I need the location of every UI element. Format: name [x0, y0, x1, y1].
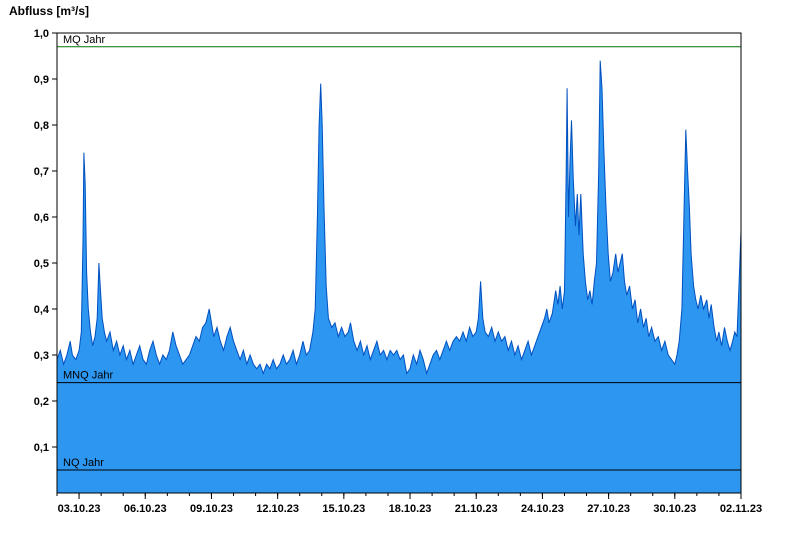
ref-label-nq-jahr: NQ Jahr — [63, 457, 104, 469]
y-tick-label: 1,0 — [34, 28, 49, 40]
x-tick-label: 09.10.23 — [190, 503, 233, 515]
y-tick-label: 0,6 — [34, 212, 49, 224]
x-tick-label: 24.10.23 — [521, 503, 564, 515]
discharge-area-fill — [57, 60, 741, 493]
x-tick-label: 12.10.23 — [256, 503, 299, 515]
x-tick-label: 27.10.23 — [587, 503, 630, 515]
x-tick-label: 03.10.23 — [58, 503, 101, 515]
x-tick-label: 15.10.23 — [322, 503, 365, 515]
y-axis-title: Abfluss [m³/s] — [9, 4, 90, 18]
y-tick-label: 0,8 — [34, 120, 49, 132]
x-tick-label: 06.10.23 — [124, 503, 167, 515]
y-tick-label: 0,4 — [34, 304, 50, 316]
y-tick-label: 0,7 — [34, 166, 49, 178]
y-tick-label: 0,5 — [34, 258, 49, 270]
y-tick-label: 0,2 — [34, 396, 49, 408]
discharge-series-line — [56, 60, 742, 376]
x-tick-label: 30.10.23 — [653, 503, 696, 515]
ref-label-mnq-jahr: MNQ Jahr — [63, 370, 113, 382]
y-tick-label: 0,3 — [34, 350, 49, 362]
x-tick-label: 21.10.23 — [455, 503, 498, 515]
ref-label-mq-jahr: MQ Jahr — [63, 34, 106, 46]
y-tick-label: 0,1 — [34, 442, 49, 454]
x-tick-label: 02.11.23 — [720, 503, 762, 515]
x-tick-label: 18.10.23 — [389, 503, 432, 515]
y-tick-label: 0,9 — [34, 74, 49, 86]
